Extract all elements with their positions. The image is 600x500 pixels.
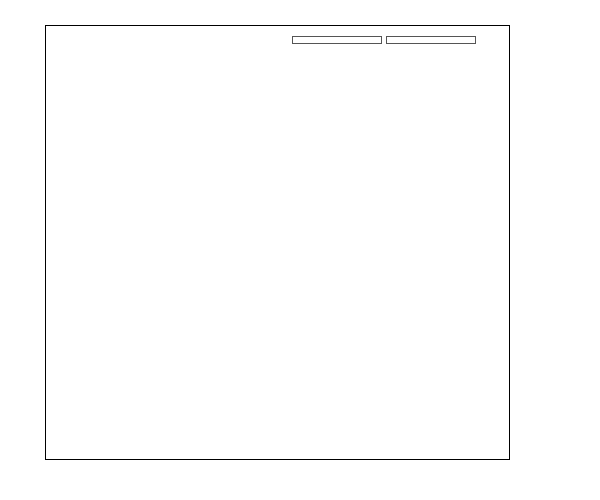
legend-box	[292, 36, 382, 44]
emagram-plot-background	[45, 25, 510, 460]
lrl-info-box	[386, 36, 476, 44]
